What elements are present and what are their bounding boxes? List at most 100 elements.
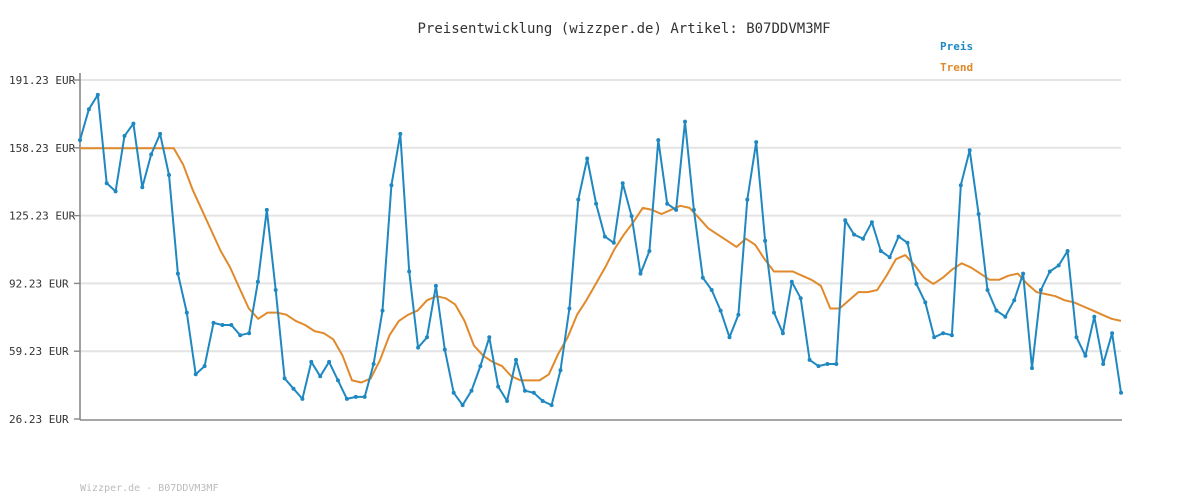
data-point-preis xyxy=(460,403,465,408)
data-point-preis xyxy=(380,308,385,313)
data-point-preis xyxy=(825,362,830,366)
data-point-preis xyxy=(247,331,252,336)
series-layer xyxy=(78,92,1123,408)
data-point-preis xyxy=(158,131,163,136)
data-point-preis xyxy=(834,362,839,366)
data-point-preis xyxy=(255,279,260,284)
data-point-preis xyxy=(416,345,421,350)
data-point-preis xyxy=(131,121,136,126)
data-point-preis xyxy=(238,333,243,338)
data-point-preis xyxy=(78,138,82,143)
data-point-preis xyxy=(727,335,732,340)
legend-entry-trend: Trend xyxy=(940,61,973,74)
data-point-preis xyxy=(1030,366,1034,371)
data-point-preis xyxy=(309,359,314,364)
data-point-preis xyxy=(167,173,171,177)
data-point-preis xyxy=(487,335,492,340)
data-point-preis xyxy=(629,214,634,219)
data-point-preis xyxy=(211,320,216,325)
data-point-preis xyxy=(175,271,180,276)
data-point-preis xyxy=(425,335,429,340)
data-point-preis xyxy=(220,323,225,327)
data-point-preis xyxy=(229,323,234,327)
data-point-preis xyxy=(869,220,874,225)
data-point-preis xyxy=(558,368,563,373)
data-point-preis xyxy=(763,238,768,243)
data-point-preis xyxy=(193,372,198,377)
data-point-preis xyxy=(647,249,652,253)
data-point-preis xyxy=(602,234,607,239)
data-point-preis xyxy=(531,390,536,395)
data-point-preis xyxy=(620,181,625,186)
data-point-preis xyxy=(567,306,572,311)
y-tick-label: 125.23 EUR xyxy=(9,210,76,223)
data-point-preis xyxy=(505,399,510,403)
data-point-preis xyxy=(540,399,545,403)
legend-entry-preis: Preis xyxy=(940,40,973,53)
data-point-preis xyxy=(1047,269,1052,274)
data-point-preis xyxy=(140,185,145,190)
data-point-preis xyxy=(86,107,91,112)
data-point-preis xyxy=(923,300,928,305)
data-point-preis xyxy=(691,207,696,212)
y-tick-label: 59.23 EUR xyxy=(9,345,69,358)
data-point-preis xyxy=(1083,353,1088,358)
data-point-preis xyxy=(798,296,803,301)
data-point-preis xyxy=(336,378,340,383)
grid-lines xyxy=(80,79,1121,353)
y-tick-label: 26.23 EUR xyxy=(9,413,69,426)
data-point-preis xyxy=(95,92,100,97)
data-point-preis xyxy=(442,347,447,352)
data-point-preis xyxy=(451,390,456,395)
data-point-preis xyxy=(264,207,269,212)
data-point-preis xyxy=(514,357,518,362)
data-point-preis xyxy=(522,388,527,393)
data-point-preis xyxy=(184,310,189,315)
data-point-preis xyxy=(371,362,376,366)
data-point-preis xyxy=(718,308,723,313)
chart-title: Preisentwicklung (wizzper.de) Artikel: B… xyxy=(417,21,830,37)
data-point-preis xyxy=(273,288,278,292)
data-point-preis xyxy=(1056,263,1061,268)
data-point-preis xyxy=(149,152,154,157)
data-point-preis xyxy=(709,288,714,292)
data-point-preis xyxy=(807,357,812,362)
data-point-preis xyxy=(1021,271,1026,276)
data-point-preis xyxy=(300,396,305,401)
y-tick-label: 191.23 EUR xyxy=(9,74,76,87)
data-point-preis xyxy=(318,374,323,379)
data-point-preis xyxy=(941,331,946,336)
footer-caption: Wizzper.de - B07DDVM3MF xyxy=(80,483,218,494)
data-point-preis xyxy=(362,394,367,399)
data-point-preis xyxy=(496,384,501,389)
data-point-preis xyxy=(1012,298,1017,303)
data-point-preis xyxy=(1110,331,1115,336)
data-point-preis xyxy=(1092,314,1097,319)
data-point-preis xyxy=(958,183,963,188)
series-line-trend xyxy=(80,147,1122,384)
series-line-preis xyxy=(79,93,1122,407)
data-point-preis xyxy=(932,335,937,340)
data-point-preis xyxy=(469,388,474,393)
data-point-preis xyxy=(398,131,403,136)
data-point-preis xyxy=(104,181,109,186)
data-point-preis xyxy=(291,386,296,391)
data-point-preis xyxy=(683,119,687,124)
data-point-preis xyxy=(638,271,643,276)
data-point-preis xyxy=(780,331,785,336)
data-point-preis xyxy=(344,396,349,401)
data-point-preis xyxy=(407,269,412,274)
data-point-preis xyxy=(905,240,910,245)
data-point-preis xyxy=(949,333,954,338)
data-point-preis xyxy=(772,310,776,315)
data-point-preis xyxy=(576,197,581,202)
data-point-preis xyxy=(665,201,670,206)
data-point-preis xyxy=(789,279,794,284)
data-point-preis xyxy=(887,255,892,260)
data-point-preis xyxy=(754,140,759,145)
data-point-preis xyxy=(816,364,821,369)
data-point-preis xyxy=(611,240,616,245)
data-point-preis xyxy=(478,364,483,369)
